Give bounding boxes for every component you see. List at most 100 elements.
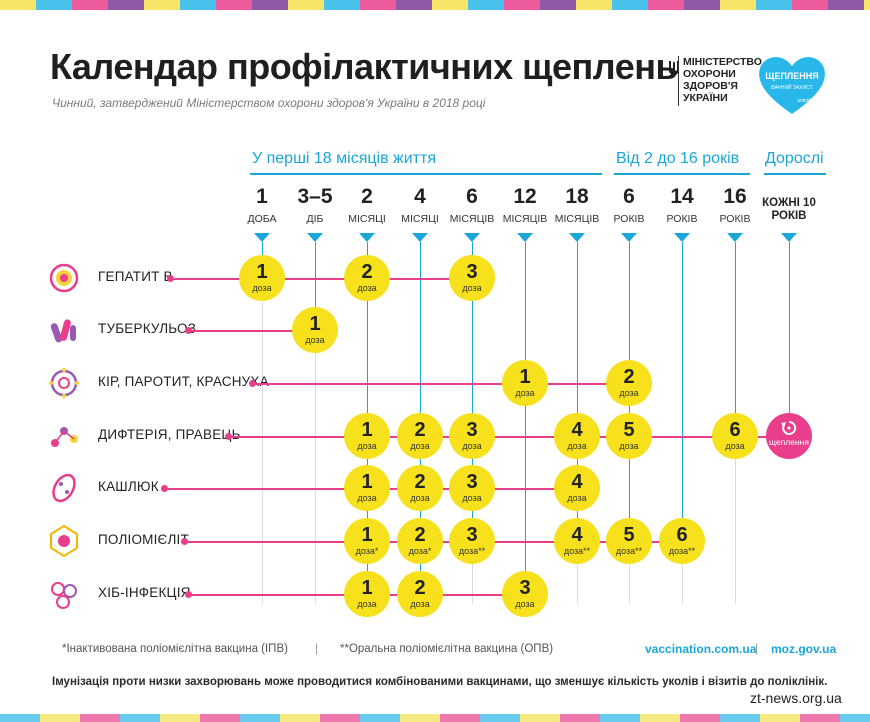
dose-word: доза** [615,546,643,556]
footnote-opv: **Оральна поліомієлітна вакцина (ОПВ) [340,643,554,655]
page-subtitle: Чинний, затверджений Міністерством охоро… [52,96,486,110]
column-line-4 [472,242,473,541]
trident-icon [669,61,679,77]
dose-number: 1 [361,524,373,546]
dose-circle: 6 доза** [659,518,705,564]
row-line-3 [228,436,789,438]
age-marker-2 [359,233,375,242]
age-adult-label: КОЖНІ 10 РОКІВ [762,197,816,222]
hib-bacteria-icon [51,582,77,609]
age-unit-0: ДОБА [247,213,277,225]
measles-virus-icon [49,368,79,398]
link-moz-site[interactable]: moz.gov.ua [771,642,837,656]
dose-number: 1 [519,366,531,388]
dose-word: доза* [355,546,379,556]
dose-word: доза [725,441,745,451]
column-line-adult [789,242,790,436]
dose-number: 1 [361,577,373,599]
group-line-infants [250,173,602,175]
dose-word: доза [357,493,377,503]
poliovirus-icon [50,524,78,558]
dose-word: доза [619,388,639,398]
age-unit-1: ДІБ [306,213,324,225]
dose-number: 2 [414,524,426,546]
footer-note: Імунізація проти низки захворювань може … [52,676,828,688]
age-unit-3: МІСЯЦІ [401,213,439,225]
dose-number: 2 [361,261,373,283]
disease-label-4: КАШЛЮК [98,479,159,494]
age-unit-2: МІСЯЦІ [348,213,386,225]
age-unit-9: РОКІВ [719,213,751,225]
decorative-bottom-strip [0,714,870,722]
column-line-1 [315,242,316,330]
logo-subtitle: ВАЧНИЙ ЗАХИСТ [771,83,812,91]
dose-word: доза [515,599,535,609]
dose-word: доза [357,283,377,293]
dose-circle: 4 доза [554,465,600,511]
dose-number: 1 [256,261,268,283]
age-number-9: 16 [723,185,747,208]
grid-line-0 [262,242,263,604]
dose-circle: 3 доза [449,255,495,301]
decorative-top-strip [0,0,870,10]
tuberculosis-bacteria-icon [50,319,76,343]
dose-circle: 1 доза [344,465,390,511]
hepatitis-b-virus-icon [49,263,79,293]
age-number-1: 3–5 [297,185,333,208]
vaccination-campaign-logo: ЩЕПЛЕННЯ ВАЧНИЙ ЗАХИСТ unicef [756,52,828,116]
age-unit-7: РОКІВ [613,213,645,225]
link-vaccination-site[interactable]: vaccination.com.ua [645,642,757,656]
dose-number: 3 [466,471,478,493]
dose-number: 4 [571,524,583,546]
age-number-6: 18 [565,185,589,208]
row-line-2 [252,383,629,385]
age-marker-5 [517,233,533,242]
column-line-5 [525,242,526,594]
dose-word: доза** [563,546,591,556]
dose-word: доза [357,441,377,451]
age-number-8: 14 [670,185,694,208]
dose-number: 6 [729,419,741,441]
dose-circle: 3 доза [449,465,495,511]
age-marker-8 [674,233,690,242]
age-marker-7 [621,233,637,242]
disease-label-2: КІР, ПАРОТИТ, КРАСНУХА [98,374,269,389]
disease-label-5: ПОЛІОМІЄЛІТ [98,532,189,547]
dose-circle: 2 доза [397,571,443,617]
dose-circle: 5 доза** [606,518,652,564]
page-title: Календар профілактичних щеплень [50,46,678,87]
disease-label-3: ДИФТЕРІЯ, ПРАВЕЦЬ [98,427,241,442]
dose-circle: 1 доза [239,255,285,301]
dose-word: доза** [458,546,486,556]
heart-logo-icon: ЩЕПЛЕННЯ ВАЧНИЙ ЗАХИСТ unicef [759,57,825,114]
dose-number: 2 [623,366,635,388]
watermark: zt-news.org.ua [748,690,844,706]
dose-number: 5 [623,419,635,441]
dose-circle: 4 доза [554,413,600,459]
dose-circle: 1 доза [502,360,548,406]
dose-word: доза [462,493,482,503]
age-unit-4: МІСЯЦІВ [449,213,495,225]
footnote-separator: | [315,641,319,655]
dose-word: доза [462,441,482,451]
dose-circle: 1 доза [344,413,390,459]
age-marker-6 [569,233,585,242]
age-marker-1 [307,233,323,242]
dose-circle: 1 доза [292,307,338,353]
disease-label-1: ТУБЕРКУЛЬОЗ [98,321,197,336]
group-label-adults: Дорослі [765,150,824,167]
ministry-name: МІНІСТЕРСТВО ОХОРОНИ ЗДОРОВ'Я УКРАЇНИ [683,56,762,104]
dose-circle: 4 доза** [554,518,600,564]
column-line-8 [682,242,683,541]
group-line-adults [764,173,826,175]
repeat-icon [781,420,797,435]
age-marker-9 [727,233,743,242]
dose-number: 2 [414,471,426,493]
dose-number: 1 [361,471,373,493]
age-marker-3 [412,233,428,242]
dose-word: доза [567,441,587,451]
age-number-4: 6 [466,185,478,208]
dose-word: доза [619,441,639,451]
dose-circle: 3 доза [449,413,495,459]
age-unit-6: МІСЯЦІВ [554,213,600,225]
